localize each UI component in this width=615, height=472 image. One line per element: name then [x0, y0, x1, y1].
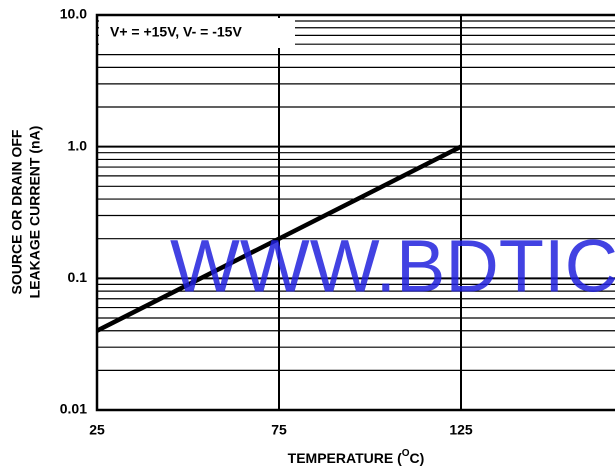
x-axis-label-sup: O [402, 448, 410, 459]
y-tick-label: 0.1 [68, 269, 88, 285]
x-tick-label: 125 [449, 422, 473, 438]
plot-frame [95, 13, 615, 412]
y-axis-label: SOURCE OR DRAIN OFF [9, 129, 25, 294]
line-series [95, 144, 463, 333]
x-tick-label: 75 [271, 422, 287, 438]
y-tick-label: 10.0 [60, 6, 87, 22]
annotation-box [99, 18, 295, 48]
x-axis-label: TEMPERATURE (OC) [288, 448, 425, 466]
x-axis-label-part: C) [410, 450, 425, 466]
y-axis-label: LEAKAGE CURRENT (nA) [27, 126, 43, 299]
grid [95, 13, 615, 412]
y-tick-label: 1.0 [68, 137, 88, 153]
annotation: V+ = +15V, V- = -15V [110, 24, 242, 40]
watermark: WWW.BDTIC. [170, 225, 615, 308]
marks [95, 144, 463, 333]
x-axis-label-part: TEMPERATURE ( [288, 450, 402, 466]
y-tick-label: 0.01 [60, 401, 87, 417]
x-tick-label: 25 [89, 422, 105, 438]
